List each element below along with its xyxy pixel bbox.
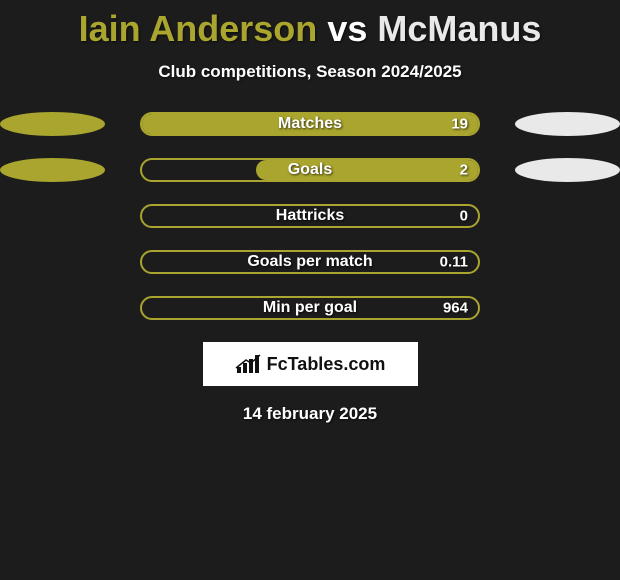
right-blob xyxy=(515,250,620,274)
right-blob xyxy=(515,158,620,182)
right-blob xyxy=(515,112,620,136)
stat-value-right: 19 xyxy=(451,116,468,133)
stat-value-right: 0 xyxy=(460,208,468,225)
player1-name: Iain Anderson xyxy=(79,8,318,49)
left-blob xyxy=(0,250,105,274)
stat-label: Goals per match xyxy=(247,253,372,271)
stat-row: Goals 2 xyxy=(0,158,620,182)
brand-text: FcTables.com xyxy=(267,354,386,375)
stat-label: Matches xyxy=(278,115,342,133)
left-blob xyxy=(0,296,105,320)
stat-bar-track: Goals 2 xyxy=(140,158,480,182)
stat-row: Min per goal 964 xyxy=(0,296,620,320)
right-blob xyxy=(515,204,620,228)
stat-bar-track: Min per goal 964 xyxy=(140,296,480,320)
stat-value-right: 0.11 xyxy=(440,254,468,271)
stat-bar-track: Goals per match 0.11 xyxy=(140,250,480,274)
stats-container: Matches 19 Goals 2 Hattricks 0 Goals per match… xyxy=(0,112,620,320)
stat-row: Matches 19 xyxy=(0,112,620,136)
player2-name: McManus xyxy=(377,8,541,49)
stat-row: Hattricks 0 xyxy=(0,204,620,228)
stat-value-right: 2 xyxy=(460,162,468,179)
stat-label: Min per goal xyxy=(263,299,357,317)
left-blob xyxy=(0,204,105,228)
stat-bar-track: Hattricks 0 xyxy=(140,204,480,228)
left-blob xyxy=(0,158,105,182)
vs-separator: vs xyxy=(327,8,367,49)
subtitle: Club competitions, Season 2024/2025 xyxy=(0,62,620,82)
date-label: 14 february 2025 xyxy=(0,404,620,424)
stat-value-right: 964 xyxy=(443,300,468,317)
stat-label: Goals xyxy=(288,161,332,179)
left-blob xyxy=(0,112,105,136)
stat-bar-track: Matches 19 xyxy=(140,112,480,136)
brand-badge[interactable]: FcTables.com xyxy=(203,342,418,386)
stat-label: Hattricks xyxy=(276,207,344,225)
bar-chart-icon xyxy=(235,353,263,375)
stat-row: Goals per match 0.11 xyxy=(0,250,620,274)
comparison-title: Iain Anderson vs McManus xyxy=(0,0,620,50)
right-blob xyxy=(515,296,620,320)
